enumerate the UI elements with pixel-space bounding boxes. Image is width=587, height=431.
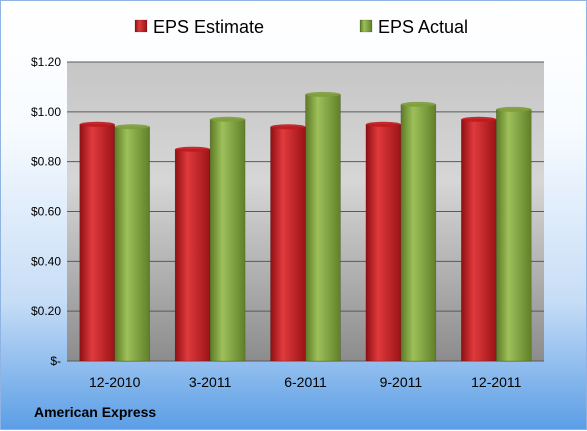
bar-cap	[496, 106, 532, 112]
bar-eps-actual	[400, 104, 437, 362]
bar-eps-actual	[209, 119, 246, 362]
y-axis-ticks: $- $0.20 $0.40 $0.60 $0.80 $1.00 $1.20	[31, 55, 61, 368]
bar-cap	[270, 124, 306, 130]
legend-swatch-eps-actual	[359, 19, 373, 33]
bar-eps-actual	[114, 126, 150, 362]
bar-cap	[461, 116, 497, 122]
bar-eps-estimate	[174, 148, 211, 362]
bar-cap	[365, 121, 401, 127]
bar-cap	[114, 124, 150, 130]
bar-eps-estimate	[365, 124, 402, 362]
x-tick-label: 12-2010	[89, 374, 141, 390]
x-tick-label: 3-2011	[189, 374, 232, 390]
y-tick-label: $1.20	[31, 55, 61, 69]
x-axis-ticks: 12-2010 3-2011 6-2011 9-2011 12-2011	[89, 374, 522, 390]
y-tick-label: $0.80	[31, 155, 61, 169]
company-name: American Express	[34, 404, 156, 420]
bar-cap	[400, 101, 436, 107]
bar-eps-estimate	[461, 119, 497, 362]
legend: EPS Estimate EPS Actual	[134, 17, 468, 37]
legend-label: EPS Estimate	[153, 17, 264, 37]
legend-swatch-eps-estimate	[134, 19, 148, 33]
bar-eps-estimate	[79, 124, 115, 362]
y-tick-label: $1.00	[31, 105, 61, 119]
bar-cap	[305, 91, 341, 97]
bars	[79, 91, 532, 362]
bar-eps-actual	[305, 94, 341, 362]
y-tick-label: $0.60	[31, 205, 61, 219]
x-tick-label: 9-2011	[380, 374, 423, 390]
y-tick-label: $0.20	[31, 304, 61, 318]
bar-cap	[210, 116, 246, 122]
y-tick-label: $0.40	[31, 254, 61, 268]
bar-cap	[175, 146, 211, 152]
bar-eps-estimate	[270, 126, 306, 362]
bar-eps-actual	[496, 109, 532, 362]
bar-cap	[79, 121, 115, 127]
x-tick-label: 6-2011	[284, 374, 327, 390]
x-tick-label: 12-2011	[471, 374, 522, 390]
y-tick-label: $-	[50, 354, 61, 368]
legend-label: EPS Actual	[378, 17, 468, 37]
